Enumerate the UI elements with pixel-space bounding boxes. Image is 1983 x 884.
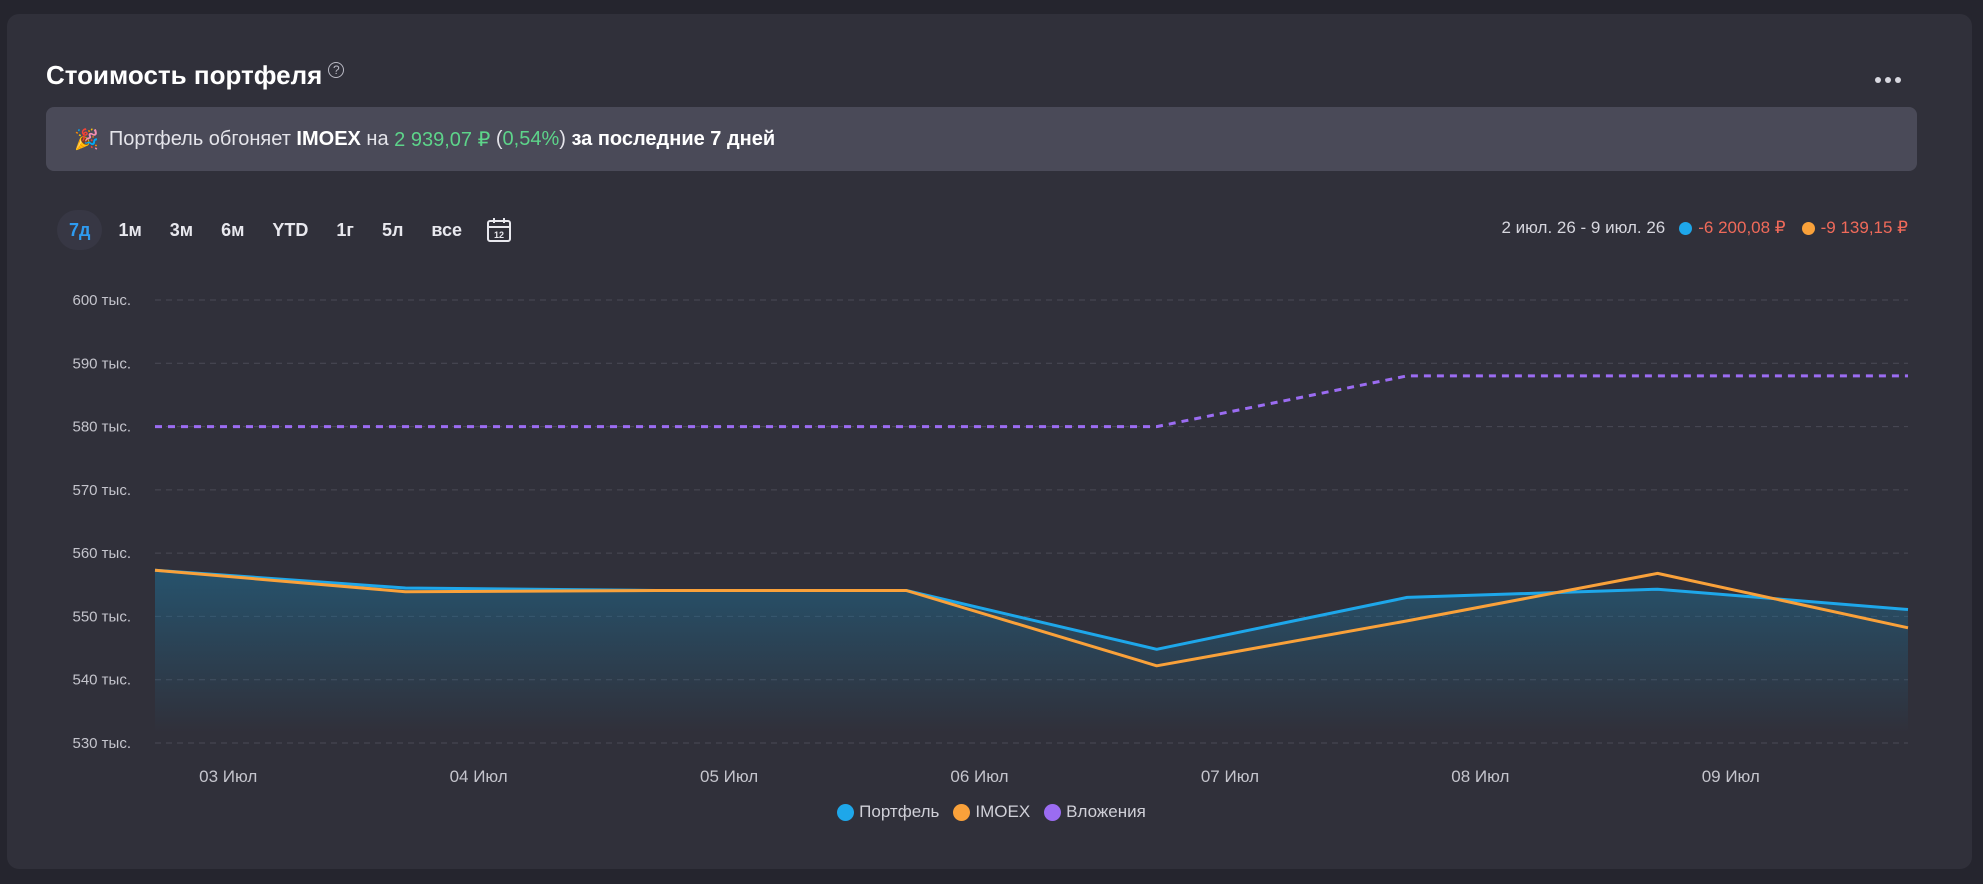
period-selector: 7д 1м 3м 6м YTD 1г 5л все 12 [57,210,512,250]
series-line-investments [155,374,1908,429]
y-tick-label: 590 тыс. [72,355,131,372]
banner-period-text: за последние 7 дней [565,127,776,150]
legend-item-investments[interactable]: Вложения [1044,802,1146,822]
portfolio-change: -6 200,08 ₽ [1698,218,1786,237]
series-area-portfolio [155,570,1908,733]
comparison-banner: 🎉 Портфель обгоняет IMOEX на 2 939,07 ₽ … [46,107,1917,171]
period-5y-button[interactable]: 5л [381,219,404,240]
portfolio-line-chart[interactable]: 600 тыс. 590 тыс. 580 тыс. 570 тыс. 560 тыс.… [0,270,1983,790]
portfolio-dot-icon [1679,221,1693,235]
calendar-icon[interactable]: 12 [486,217,512,243]
y-tick-label: 540 тыс. [72,672,131,689]
imoex-dot-icon [1801,221,1815,235]
banner-index-name: IMOEX [296,127,361,150]
banner-amount: 2 939,07 ₽ [394,128,491,151]
imoex-change: -9 139,15 ₽ [1820,218,1908,237]
legend-label: Портфель [859,802,940,821]
y-tick-label: 530 тыс. [72,735,131,752]
card-title: Стоимость портфеля [46,60,323,90]
banner-text-part: на [360,127,395,150]
banner-paren-open: ( [490,127,503,150]
period-ytd-button[interactable]: YTD [272,219,309,240]
period-3m-button[interactable]: 3м [169,219,194,240]
banner-percent: 0,54% [502,127,560,150]
svg-text:12: 12 [494,230,504,240]
y-tick-label: 600 тыс. [72,292,131,309]
period-1m-button[interactable]: 1м [118,219,142,240]
series-line-imoex [154,568,1909,668]
y-tick-label: 550 тыс. [72,608,131,625]
chart-legend: Портфель IMOEX Вложения [0,802,1983,822]
banner-paren-close: ) [559,127,566,150]
legend-item-portfolio[interactable]: Портфель [837,802,939,822]
legend-item-imoex[interactable]: IMOEX [953,802,1030,822]
y-tick-label: 580 тыс. [72,419,131,436]
x-tick-label: 06 Июл [950,767,1008,786]
legend-label: Вложения [1066,802,1146,821]
x-tick-label: 04 Июл [450,767,508,786]
period-7d-button[interactable]: 7д [57,210,103,250]
series-line-portfolio [154,568,1909,651]
party-popper-icon: 🎉 [74,128,99,151]
x-tick-label: 05 Июл [700,767,758,786]
x-tick-label: 03 Июл [199,767,257,786]
legend-label: IMOEX [975,802,1031,821]
period-all-button[interactable]: все [431,219,463,240]
y-tick-label: 560 тыс. [72,545,131,562]
y-tick-label: 570 тыс. [72,482,131,499]
period-1y-button[interactable]: 1г [336,219,354,240]
portfolio-dot-icon [837,803,855,821]
more-options-icon[interactable] [1873,68,1903,92]
help-icon[interactable]: ? [328,62,345,78]
card-header: Стоимость портфеля ? [46,60,345,91]
period-summary: 2 июл. 26 - 9 июл. 26 -6 200,08 ₽ -9 139… [1501,218,1908,238]
x-tick-label: 09 Июл [1702,767,1760,786]
date-range: 2 июл. 26 - 9 июл. 26 [1501,218,1666,237]
x-tick-label: 08 Июл [1451,767,1509,786]
imoex-dot-icon [953,803,971,821]
period-6m-button[interactable]: 6м [221,219,245,240]
x-tick-label: 07 Июл [1201,767,1259,786]
banner-text-part: Портфель обгоняет [108,127,297,150]
investments-dot-icon [1044,803,1062,821]
